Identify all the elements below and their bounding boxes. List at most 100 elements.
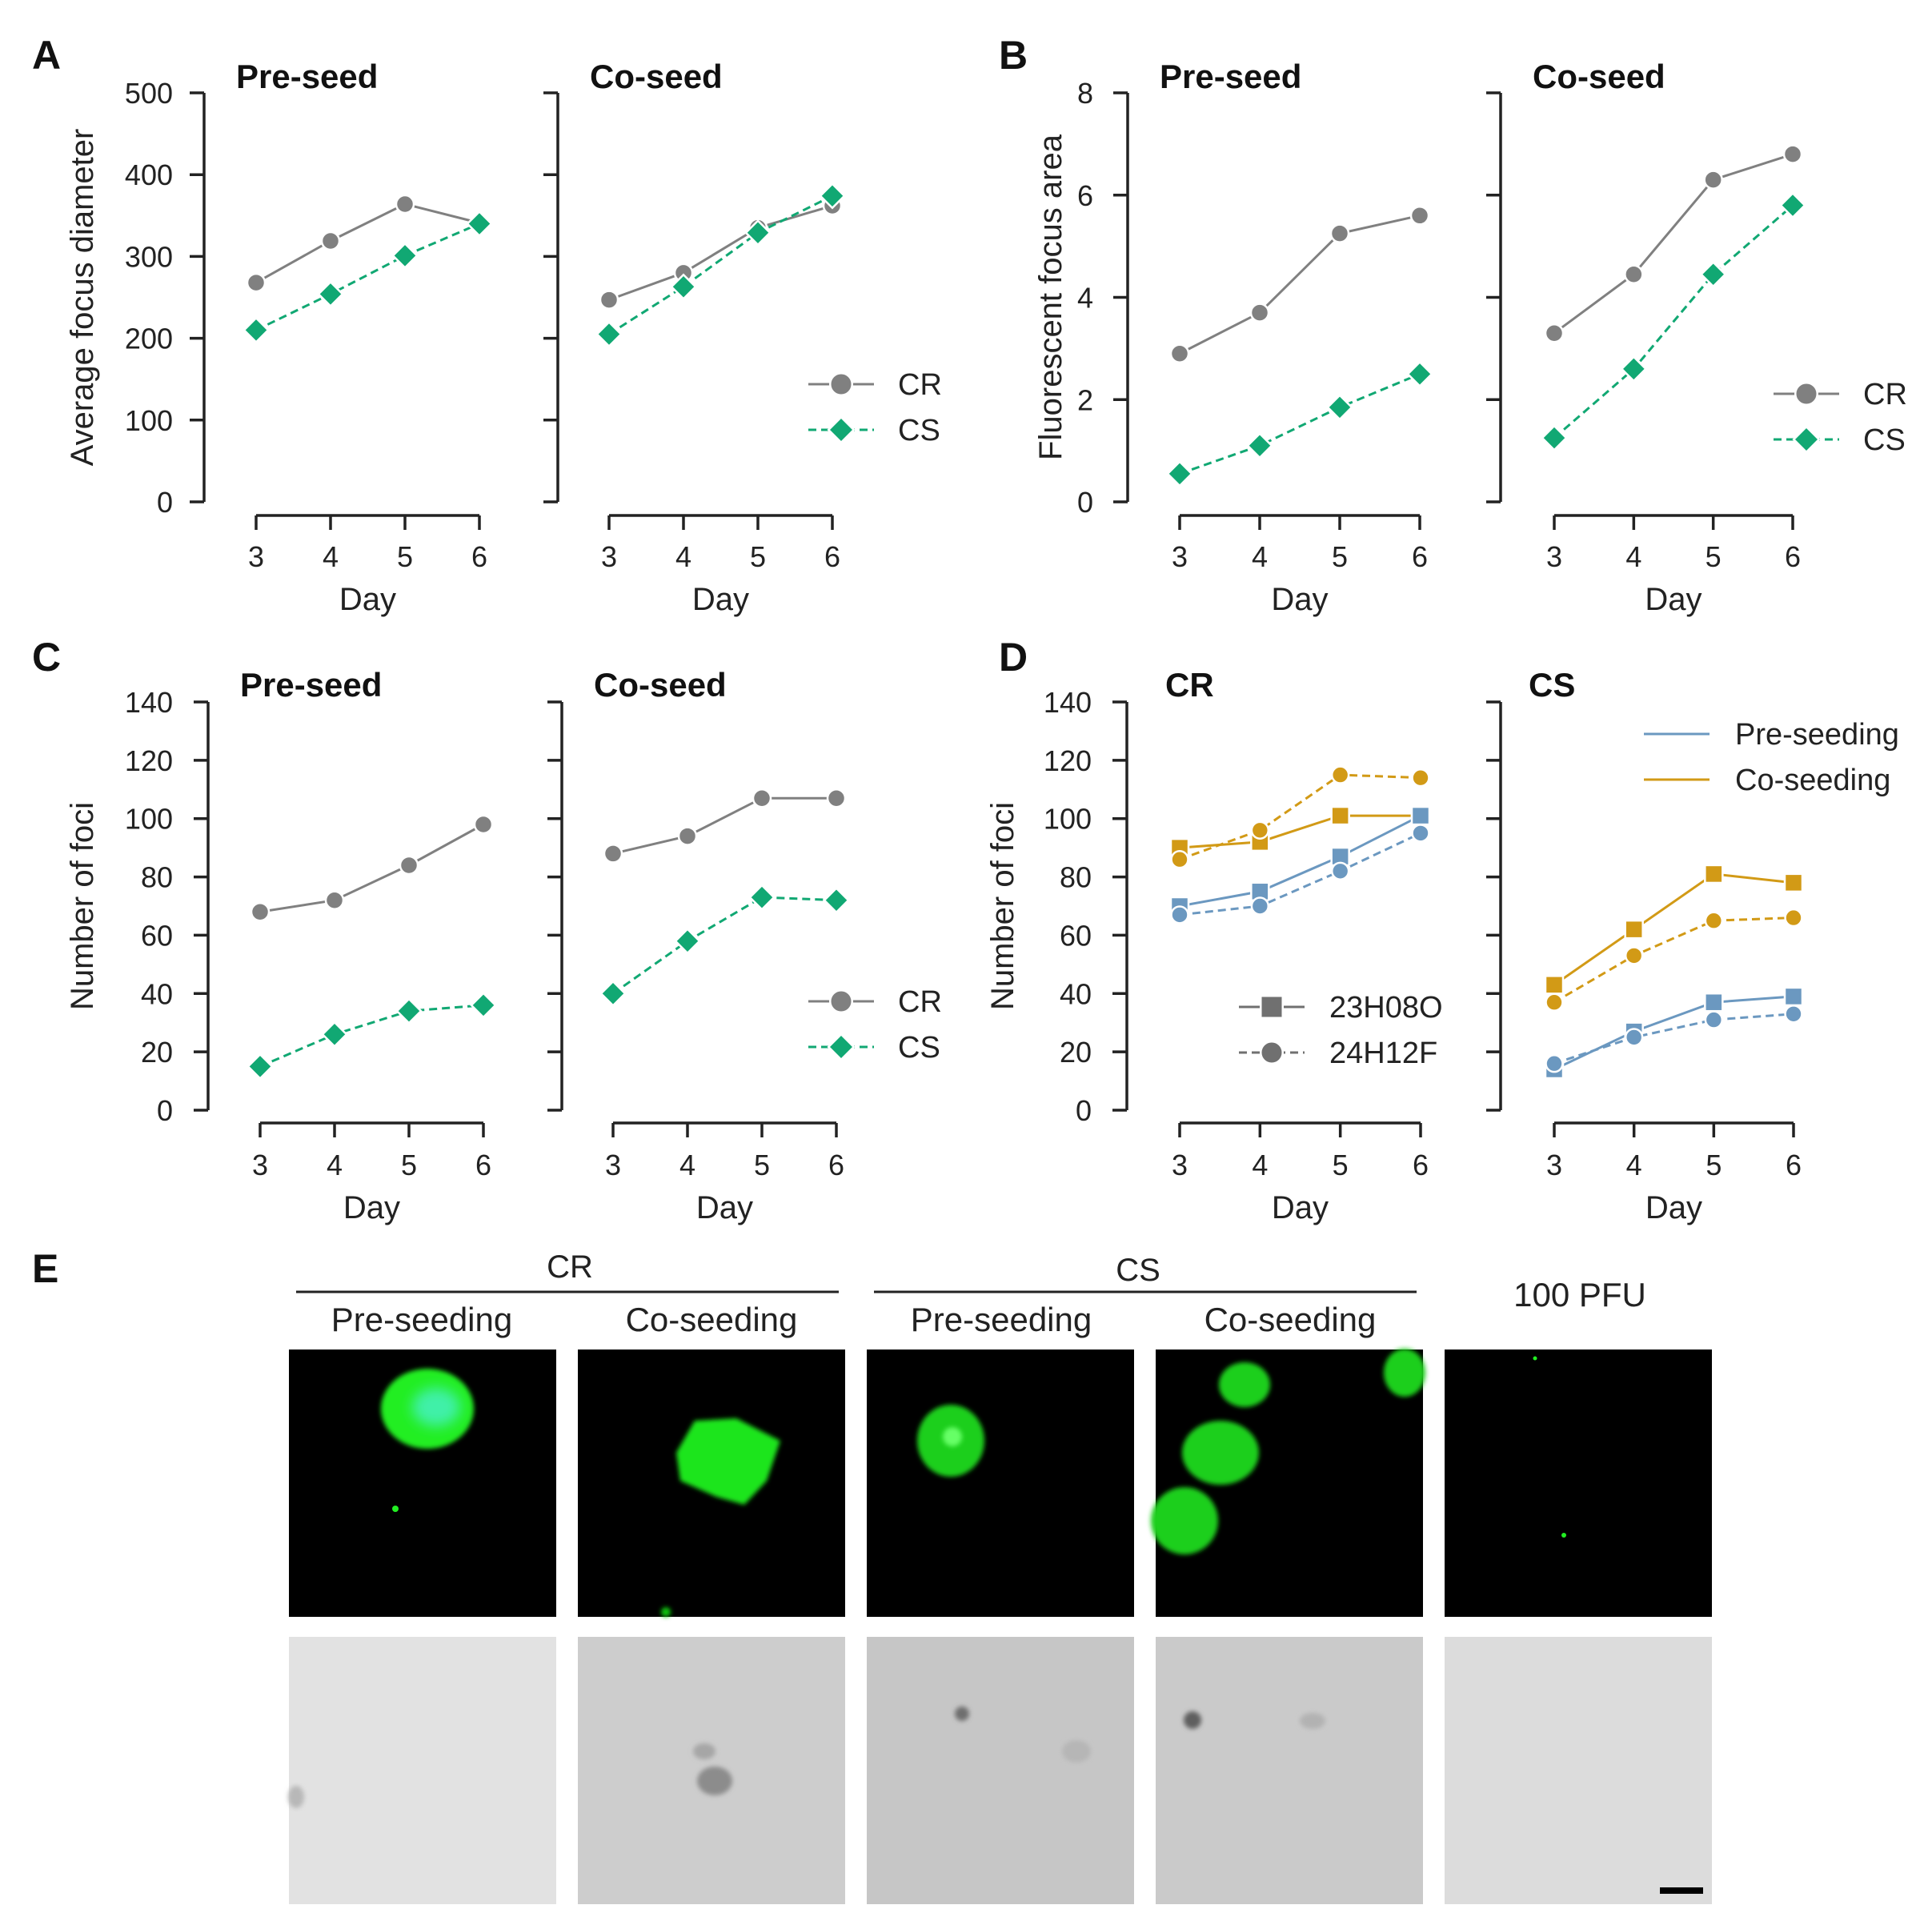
subplot-cs: 3 4 5 6 Day CS <box>1486 666 1804 1225</box>
data-point-diamond <box>466 210 493 238</box>
data-point-circle <box>250 902 271 922</box>
brightfield-image-cr-preseeding <box>288 1637 556 1904</box>
data-point-diamond <box>819 182 846 210</box>
x-tick-label: 4 <box>1252 1149 1268 1181</box>
subplot-title: Co-seed <box>1533 58 1665 95</box>
x-tick-label: 5 <box>401 1149 417 1181</box>
x-tick-label: 6 <box>1413 1149 1429 1181</box>
data-point-diamond <box>599 980 627 1008</box>
legend: CR CS <box>808 985 942 1065</box>
panel-d: D Number of foci 0 20 40 60 80 100 120 140 3 4 5 6 Day… <box>985 635 1899 1225</box>
y-tick-label: 2 <box>1077 383 1093 416</box>
y-tick-label: 6 <box>1077 179 1093 212</box>
y-axis-label: Number of foci <box>65 802 100 1010</box>
data-point-circle <box>677 826 698 846</box>
subplot-title: Pre-seed <box>236 58 378 95</box>
data-point-circle <box>1409 206 1430 226</box>
y-tick-label: 120 <box>125 744 173 777</box>
x-tick-label: 3 <box>1172 540 1188 573</box>
data-point-circle <box>1545 993 1564 1012</box>
series-line <box>612 896 837 995</box>
data-point-circle <box>752 788 772 808</box>
data-point-circle <box>1249 303 1270 323</box>
panel-letter-e: E <box>32 1246 58 1291</box>
data-point-diamond <box>595 320 623 348</box>
series-line <box>1179 214 1421 355</box>
x-tick-label: 5 <box>397 540 413 573</box>
data-point-circle <box>399 855 419 876</box>
data-point-diamond <box>1541 424 1568 451</box>
data-point-circle <box>324 890 345 910</box>
y-tick-label: 0 <box>157 486 173 519</box>
y-tick-label: 60 <box>141 919 173 952</box>
data-point-square <box>1624 919 1644 940</box>
x-tick-label: 3 <box>605 1149 621 1181</box>
x-tick-label: 5 <box>750 540 766 573</box>
legend-label: CR <box>898 368 942 402</box>
legend-label: Co-seeding <box>1735 764 1890 797</box>
x-tick-label: 4 <box>675 540 691 573</box>
data-point-circle <box>395 194 415 215</box>
series-line <box>1179 773 1421 861</box>
data-point-circle <box>599 290 619 310</box>
series-line <box>255 203 480 284</box>
column-label-5: 100 PFU <box>1513 1276 1646 1313</box>
data-point-diamond <box>317 280 344 308</box>
y-tick-label: 0 <box>157 1094 173 1127</box>
series-line <box>608 204 833 301</box>
x-axis-label: Day <box>692 582 749 617</box>
x-tick-label: 4 <box>1625 540 1641 573</box>
fluorescence-image-100pfu <box>1445 1350 1712 1617</box>
x-axis-label: Day <box>1271 582 1328 617</box>
data-point-circle <box>473 814 494 835</box>
data-point-circle <box>1411 768 1430 788</box>
panel-letter-b: B <box>999 33 1028 78</box>
subplot-title: Co-seed <box>590 58 723 95</box>
column-label-2: Co-seeding <box>626 1301 798 1338</box>
data-point-circle <box>603 844 623 864</box>
series-line <box>612 796 836 855</box>
column-label-1: Pre-seeding <box>331 1301 512 1338</box>
data-point-diamond <box>748 884 776 911</box>
subplot-title: Pre-seed <box>240 666 382 704</box>
data-point-square <box>1704 864 1724 884</box>
series-line <box>1553 1013 1794 1065</box>
y-tick-label: 20 <box>1060 1036 1092 1069</box>
y-axis-label: Fluorescent focus area <box>1033 134 1068 460</box>
series-line <box>1553 153 1794 335</box>
x-tick-label: 5 <box>1706 1149 1722 1181</box>
subplot-co-seed: 3 4 5 6 Day Co-seed <box>543 58 846 617</box>
data-point-circle <box>826 788 847 808</box>
y-tick-label: 20 <box>141 1036 173 1069</box>
series-line <box>1553 995 1794 1071</box>
legend: CR CS <box>1774 378 1907 457</box>
y-tick-label: 60 <box>1060 919 1092 952</box>
legend-label: CS <box>898 414 940 447</box>
y-tick-label: 100 <box>125 404 173 437</box>
data-point-circle <box>1329 223 1350 243</box>
data-point-diamond <box>1699 260 1727 288</box>
fluorescence-image-cs-coseeding <box>1151 1349 1425 1617</box>
data-point-circle <box>1250 896 1270 916</box>
x-tick-label: 3 <box>252 1149 268 1181</box>
data-point-diamond <box>321 1021 348 1049</box>
legend-marker-diamond <box>827 415 856 444</box>
series-line <box>1553 872 1794 986</box>
y-axis-label: Number of foci <box>985 802 1020 1010</box>
series-line <box>1179 832 1421 916</box>
y-tick-label: 80 <box>1060 861 1092 894</box>
y-tick-label: 140 <box>125 686 173 719</box>
subplot-title: Pre-seed <box>1160 58 1301 95</box>
data-point-diamond <box>670 273 697 300</box>
scale-bar <box>1660 1887 1703 1894</box>
y-tick-label: 40 <box>141 977 173 1010</box>
series-line <box>1179 372 1421 475</box>
x-tick-label: 4 <box>679 1149 695 1181</box>
data-point-circle <box>1784 908 1803 928</box>
subplot-pre-seed: 0 2 4 6 8 3 4 5 6 Day Pre-seed <box>1077 58 1433 617</box>
x-axis-label: Day <box>339 582 396 617</box>
y-axis-label: Average focus diameter <box>65 129 100 467</box>
panel-c: C Number of foci 0 20 40 60 80 100 120 140 3 4 5 6 Day… <box>32 635 942 1225</box>
data-point-circle <box>1170 850 1189 869</box>
